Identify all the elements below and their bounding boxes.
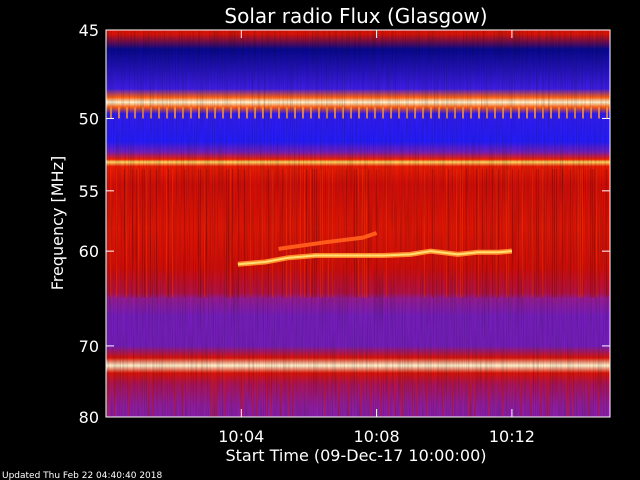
radio-burst-layer (237, 231, 513, 267)
y-axis-ticks: 45 50 55 60 70 80 (79, 21, 610, 427)
updated-timestamp: Updated Thu Feb 22 04:40:40 2018 (2, 471, 163, 480)
plot-frame (105, 29, 611, 418)
y-tick-label: 50 (79, 109, 99, 128)
y-tick-label: 55 (79, 182, 99, 201)
x-axis-ticks: 10:04 10:08 10:12 (218, 30, 535, 446)
y-tick-label: 45 (79, 21, 99, 40)
burst-trace-upper (278, 231, 378, 251)
y-tick-label: 80 (79, 408, 99, 427)
chart-title: Solar radio Flux (Glasgow) (224, 4, 487, 28)
y-axis-label: Frequency [MHz] (48, 156, 67, 290)
x-tick-label: 10:08 (354, 427, 400, 446)
x-axis-label: Start Time (09-Dec-17 10:00:00) (225, 446, 486, 465)
y-tick-label: 60 (79, 242, 99, 261)
plot-area (105, 29, 611, 418)
x-tick-label: 10:04 (218, 427, 264, 446)
noise-overlay (106, 30, 610, 417)
y-tick-label: 70 (79, 337, 99, 356)
burst-trace (237, 250, 512, 266)
x-tick-label: 10:12 (489, 427, 535, 446)
